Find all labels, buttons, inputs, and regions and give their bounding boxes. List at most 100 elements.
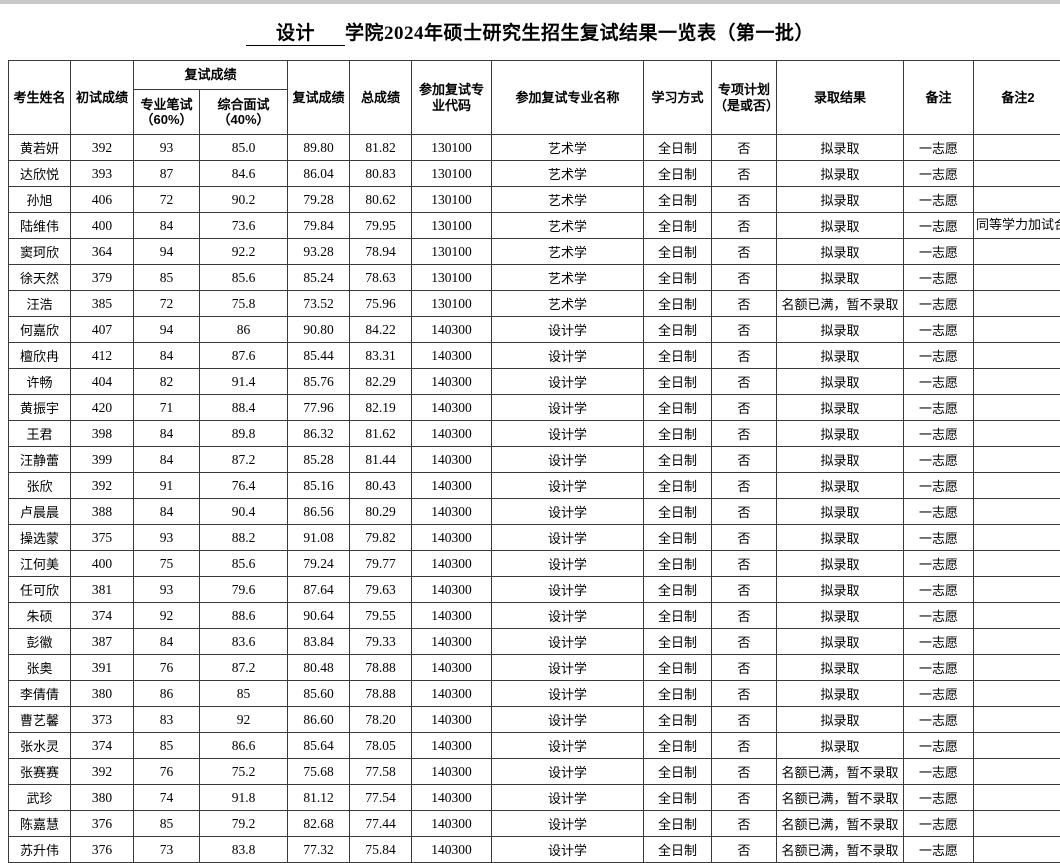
cell-prelim: 374	[71, 733, 134, 759]
cell-note2	[974, 395, 1060, 421]
th-retest-group: 复试成绩	[134, 61, 288, 90]
th-retest-score: 复试成绩	[288, 61, 350, 135]
cell-retest: 79.84	[288, 213, 350, 239]
cell-mode: 全日制	[644, 291, 712, 317]
cell-code: 130100	[412, 135, 492, 161]
cell-note2	[974, 837, 1060, 863]
cell-name: 张赛赛	[9, 759, 71, 785]
cell-result: 名额已满，暂不录取	[777, 759, 904, 785]
cell-written: 87	[134, 161, 200, 187]
cell-note: 一志愿	[904, 395, 974, 421]
cell-note: 一志愿	[904, 577, 974, 603]
th-interview: 综合面试（40%）	[200, 90, 288, 135]
cell-retest: 85.44	[288, 343, 350, 369]
cell-interview: 85	[200, 681, 288, 707]
cell-special: 否	[712, 395, 777, 421]
cell-note: 一志愿	[904, 369, 974, 395]
cell-total: 77.44	[350, 811, 412, 837]
cell-code: 140300	[412, 369, 492, 395]
cell-note: 一志愿	[904, 837, 974, 863]
cell-note2: 同等学力加试合格	[974, 213, 1060, 239]
cell-note2	[974, 785, 1060, 811]
cell-prelim: 393	[71, 161, 134, 187]
cell-code: 140300	[412, 395, 492, 421]
cell-result: 拟录取	[777, 551, 904, 577]
cell-interview: 88.6	[200, 603, 288, 629]
cell-mode: 全日制	[644, 577, 712, 603]
cell-name: 汪静蕾	[9, 447, 71, 473]
cell-name: 任可欣	[9, 577, 71, 603]
cell-special: 否	[712, 421, 777, 447]
cell-special: 否	[712, 525, 777, 551]
cell-interview: 91.8	[200, 785, 288, 811]
cell-code: 130100	[412, 291, 492, 317]
cell-code: 130100	[412, 239, 492, 265]
cell-special: 否	[712, 629, 777, 655]
cell-note2	[974, 369, 1060, 395]
cell-note: 一志愿	[904, 603, 974, 629]
cell-total: 79.82	[350, 525, 412, 551]
cell-written: 84	[134, 213, 200, 239]
cell-note2	[974, 421, 1060, 447]
cell-written: 76	[134, 655, 200, 681]
cell-note: 一志愿	[904, 785, 974, 811]
cell-total: 79.55	[350, 603, 412, 629]
cell-prelim: 379	[71, 265, 134, 291]
cell-prelim: 400	[71, 551, 134, 577]
cell-prelim: 420	[71, 395, 134, 421]
cell-interview: 87.2	[200, 447, 288, 473]
cell-major: 设计学	[492, 785, 644, 811]
cell-name: 江何美	[9, 551, 71, 577]
cell-note: 一志愿	[904, 681, 974, 707]
cell-note: 一志愿	[904, 525, 974, 551]
cell-note2	[974, 629, 1060, 655]
cell-mode: 全日制	[644, 551, 712, 577]
cell-note: 一志愿	[904, 161, 974, 187]
cell-prelim: 392	[71, 135, 134, 161]
cell-major: 设计学	[492, 629, 644, 655]
th-note2: 备注2	[974, 61, 1060, 135]
cell-prelim: 376	[71, 811, 134, 837]
cell-total: 78.20	[350, 707, 412, 733]
cell-prelim: 376	[71, 837, 134, 863]
cell-prelim: 375	[71, 525, 134, 551]
cell-note: 一志愿	[904, 239, 974, 265]
cell-major: 设计学	[492, 525, 644, 551]
cell-retest: 83.84	[288, 629, 350, 655]
th-total-score: 总成绩	[350, 61, 412, 135]
cell-result: 拟录取	[777, 603, 904, 629]
cell-written: 94	[134, 317, 200, 343]
cell-major: 艺术学	[492, 213, 644, 239]
cell-prelim: 364	[71, 239, 134, 265]
cell-note2	[974, 525, 1060, 551]
cell-result: 拟录取	[777, 213, 904, 239]
cell-note: 一志愿	[904, 629, 974, 655]
cell-major: 艺术学	[492, 265, 644, 291]
cell-prelim: 392	[71, 759, 134, 785]
cell-result: 拟录取	[777, 187, 904, 213]
cell-mode: 全日制	[644, 421, 712, 447]
cell-mode: 全日制	[644, 811, 712, 837]
cell-result: 拟录取	[777, 577, 904, 603]
cell-total: 81.82	[350, 135, 412, 161]
cell-name: 何嘉欣	[9, 317, 71, 343]
cell-retest: 77.96	[288, 395, 350, 421]
cell-major: 设计学	[492, 655, 644, 681]
cell-interview: 85.0	[200, 135, 288, 161]
th-candidate-name: 考生姓名	[9, 61, 71, 135]
page-title: 设计学院2024年硕士研究生招生复试结果一览表（第一批）	[246, 18, 814, 46]
cell-major: 设计学	[492, 811, 644, 837]
cell-name: 檀欣冉	[9, 343, 71, 369]
cell-major: 设计学	[492, 577, 644, 603]
cell-note2	[974, 265, 1060, 291]
cell-special: 否	[712, 187, 777, 213]
